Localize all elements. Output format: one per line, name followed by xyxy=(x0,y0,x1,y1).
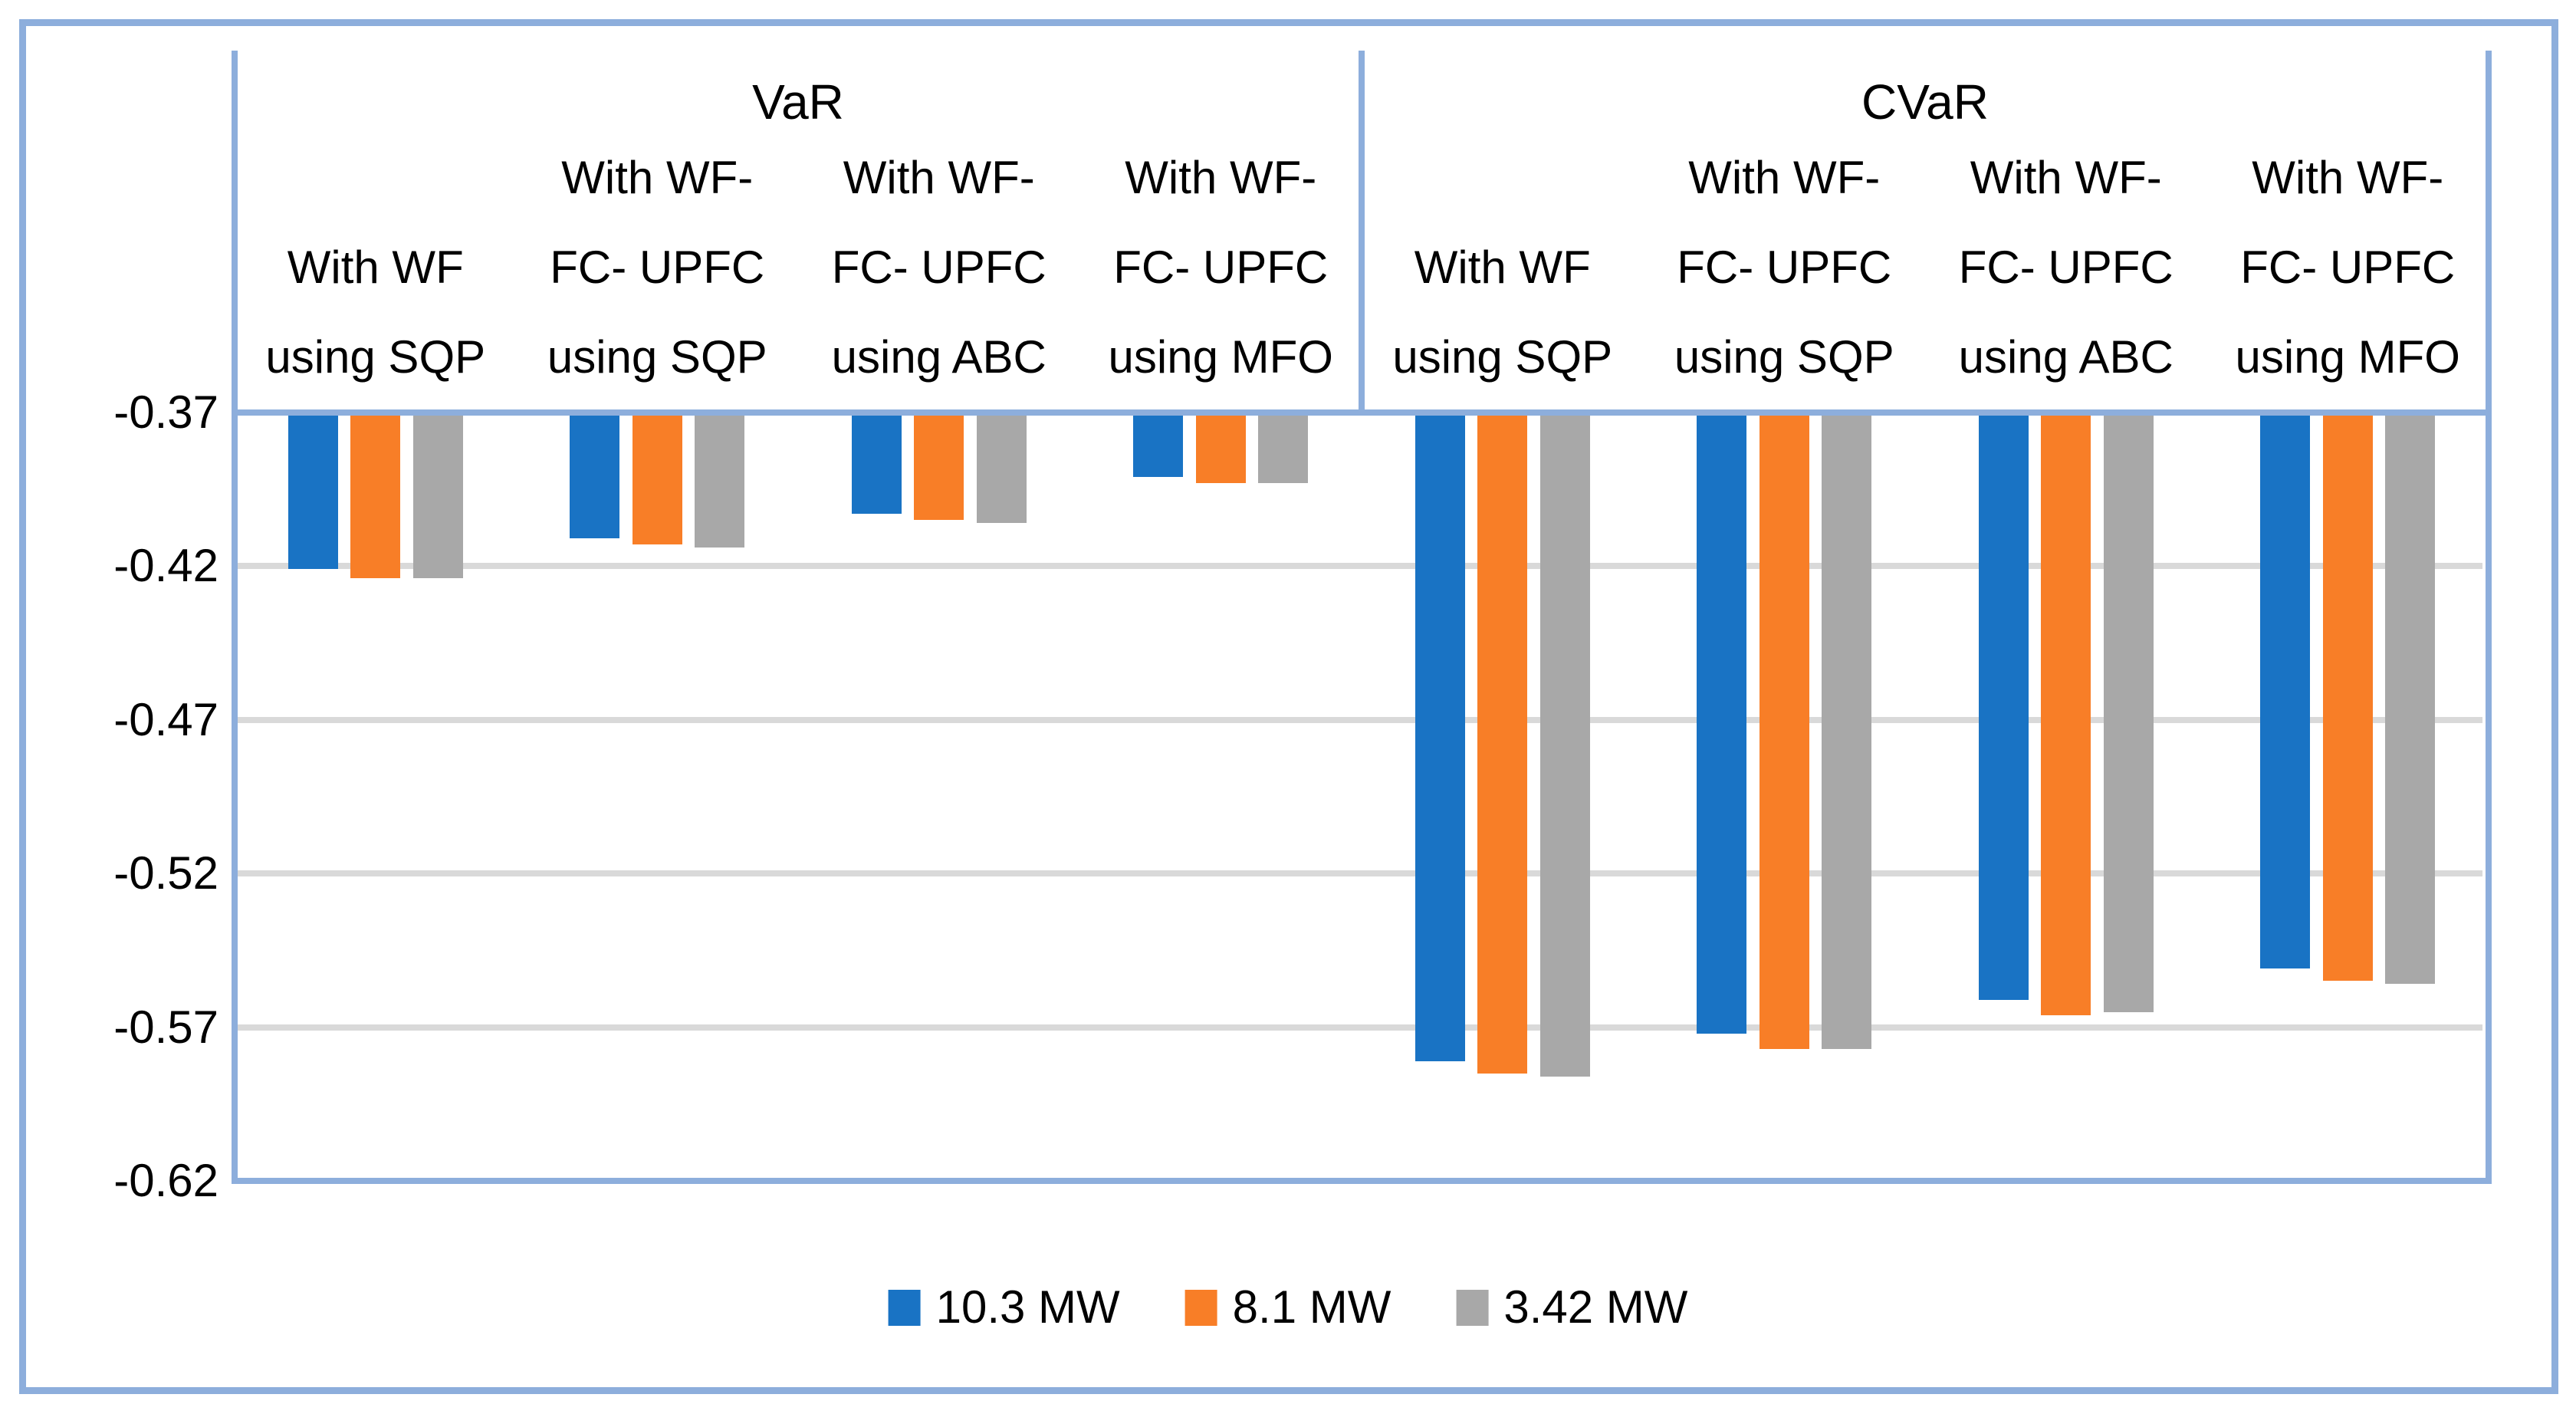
bar-var-c4-8-1-mw xyxy=(1195,413,1246,484)
gridline xyxy=(235,563,2482,570)
category-label-line: FC- UPFC xyxy=(1677,242,1892,293)
category-label-line: With WF xyxy=(1414,242,1591,293)
gridline xyxy=(235,870,2482,877)
category-label-line: With WF- xyxy=(2252,152,2444,203)
bar-cvar-c3-3-42-mw xyxy=(2103,413,2154,1012)
legend-item: 10.3 MW xyxy=(888,1281,1120,1333)
bar-var-c1-3-42-mw xyxy=(412,413,463,579)
bar-cvar-c4-8-1-mw xyxy=(2322,413,2373,982)
category-label: With WF using SQP xyxy=(235,51,517,402)
gridline xyxy=(235,1024,2482,1031)
plot-right-border xyxy=(2486,51,2492,1184)
category-label-line: using MFO xyxy=(2235,331,2460,383)
category-label: With WF using SQP xyxy=(1362,51,1644,402)
bar-var-c4-3-42-mw xyxy=(1258,413,1309,484)
category-label-line: using SQP xyxy=(265,331,486,383)
bar-cvar-c1-8-1-mw xyxy=(1477,413,1528,1074)
category-label-line: With WF- xyxy=(561,152,754,203)
category-label-line: using ABC xyxy=(831,331,1046,383)
bar-cvar-c2-10-3-mw xyxy=(1697,413,1747,1034)
y-tick-label: -0.52 xyxy=(113,847,219,899)
bar-cvar-c3-8-1-mw xyxy=(2041,413,2091,1015)
category-label-line: FC- UPFC xyxy=(550,242,765,293)
bar-cvar-c2-3-42-mw xyxy=(1822,413,1872,1049)
category-label: With WF- FC- UPFC using MFO xyxy=(2207,51,2489,402)
x-axis-line xyxy=(232,409,2492,416)
bar-cvar-c4-10-3-mw xyxy=(2260,413,2311,969)
group-header-var: VaR xyxy=(752,74,844,130)
category-label-line: using MFO xyxy=(1108,331,1333,383)
category-label-line: With WF- xyxy=(1970,152,2162,203)
category-label-line: With WF- xyxy=(843,152,1035,203)
category-label-line: FC- UPFC xyxy=(831,242,1046,293)
plot-bottom-border xyxy=(232,1178,2492,1184)
category-label: With WF- FC- UPFC using ABC xyxy=(798,51,1080,402)
category-label: With WF- FC- UPFC using SQP xyxy=(1644,51,1926,402)
category-label-line: using ABC xyxy=(1958,331,2174,383)
bar-var-c3-3-42-mw xyxy=(976,413,1027,524)
legend-label: 3.42 MW xyxy=(1503,1281,1688,1333)
y-tick-label: -0.62 xyxy=(113,1155,219,1206)
y-tick-label: -0.47 xyxy=(113,693,219,745)
bar-cvar-c3-10-3-mw xyxy=(1978,413,2029,1000)
bar-var-c4-10-3-mw xyxy=(1133,413,1184,478)
bar-cvar-c1-10-3-mw xyxy=(1414,413,1465,1061)
group-header-cvar: CVaR xyxy=(1861,74,1989,130)
category-label-line: With WF- xyxy=(1125,152,1317,203)
category-label: With WF- FC- UPFC using MFO xyxy=(1080,51,1362,402)
legend-label: 8.1 MW xyxy=(1232,1281,1392,1333)
category-label: With WF- FC- UPFC using ABC xyxy=(1925,51,2207,402)
category-label-line: With WF xyxy=(287,242,464,293)
category-label-line: using SQP xyxy=(1392,331,1613,383)
category-label-line: using SQP xyxy=(547,331,767,383)
legend-item: 3.42 MW xyxy=(1456,1282,1687,1333)
legend-item: 8.1 MW xyxy=(1184,1281,1392,1333)
bar-cvar-c2-8-1-mw xyxy=(1759,413,1809,1049)
y-axis-line xyxy=(232,51,238,1184)
bar-var-c2-3-42-mw xyxy=(695,413,745,548)
bar-cvar-c1-3-42-mw xyxy=(1539,413,1590,1077)
bar-var-c1-8-1-mw xyxy=(350,413,401,579)
y-tick-label: -0.37 xyxy=(113,386,219,438)
legend-marker-icon xyxy=(1184,1289,1217,1326)
bar-var-c2-10-3-mw xyxy=(570,413,620,539)
legend-marker-icon xyxy=(888,1289,921,1326)
y-tick-label: -0.57 xyxy=(113,1001,219,1053)
bar-var-c1-10-3-mw xyxy=(288,413,338,570)
bar-var-c2-8-1-mw xyxy=(632,413,682,545)
bar-cvar-c4-3-42-mw xyxy=(2385,413,2436,985)
bar-var-c3-10-3-mw xyxy=(851,413,902,515)
chart-outer-border xyxy=(19,19,2558,1394)
category-label-line: FC- UPFC xyxy=(1113,242,1329,293)
bar-var-c3-8-1-mw xyxy=(914,413,964,521)
group-divider-line xyxy=(1359,51,1365,416)
legend-label: 10.3 MW xyxy=(935,1281,1120,1333)
category-label-line: using SQP xyxy=(1674,331,1894,383)
gridline xyxy=(235,716,2482,723)
category-label-line: FC- UPFC xyxy=(1958,242,2174,293)
category-label-line: With WF- xyxy=(1688,152,1881,203)
y-tick-label: -0.42 xyxy=(113,540,219,592)
category-label-line: FC- UPFC xyxy=(2240,242,2456,293)
category-label: With WF- FC- UPFC using SQP xyxy=(517,51,799,402)
legend: 10.3 MW 8.1 MW 3.42 MW xyxy=(888,1281,1687,1333)
legend-marker-icon xyxy=(1456,1289,1489,1326)
